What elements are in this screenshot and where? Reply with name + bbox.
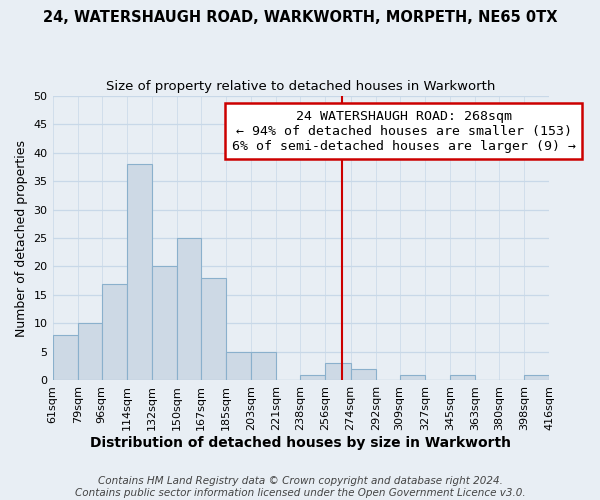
Text: 24, WATERSHAUGH ROAD, WARKWORTH, MORPETH, NE65 0TX: 24, WATERSHAUGH ROAD, WARKWORTH, MORPETH… [43, 10, 557, 25]
Y-axis label: Number of detached properties: Number of detached properties [15, 140, 28, 336]
Bar [201, 278, 226, 380]
Bar [325, 364, 350, 380]
Bar [127, 164, 152, 380]
Title: Size of property relative to detached houses in Warkworth: Size of property relative to detached ho… [106, 80, 496, 93]
X-axis label: Distribution of detached houses by size in Warkworth: Distribution of detached houses by size … [91, 436, 511, 450]
Bar [177, 238, 201, 380]
Bar [53, 335, 78, 380]
Bar [101, 284, 127, 380]
Text: Contains HM Land Registry data © Crown copyright and database right 2024.
Contai: Contains HM Land Registry data © Crown c… [74, 476, 526, 498]
Text: 24 WATERSHAUGH ROAD: 268sqm
← 94% of detached houses are smaller (153)
6% of sem: 24 WATERSHAUGH ROAD: 268sqm ← 94% of det… [232, 110, 576, 153]
Bar [78, 324, 101, 380]
Bar [350, 369, 376, 380]
Bar [400, 375, 425, 380]
Bar [251, 352, 277, 380]
Bar [300, 375, 325, 380]
Bar [524, 375, 549, 380]
Bar [152, 266, 177, 380]
Bar [226, 352, 251, 380]
Bar [450, 375, 475, 380]
